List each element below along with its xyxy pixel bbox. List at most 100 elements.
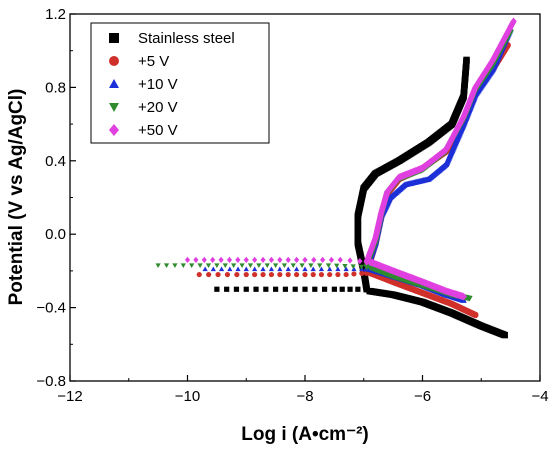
data-point <box>235 256 241 264</box>
data-point <box>318 271 325 278</box>
data-point <box>233 286 240 292</box>
data-point <box>210 256 216 264</box>
data-point <box>205 263 212 268</box>
data-point <box>273 286 279 292</box>
data-point <box>311 256 317 264</box>
data-point <box>222 263 228 268</box>
data-point <box>312 286 318 292</box>
data-point <box>227 266 233 272</box>
y-tick-label: −0.8 <box>36 373 66 390</box>
legend-marker <box>109 103 119 112</box>
data-point <box>273 263 279 268</box>
data-point <box>308 263 314 268</box>
legend-marker <box>109 124 119 136</box>
y-axis-ticks: −0.8 −0.4 0.0 0.4 0.8 1.2 <box>36 6 76 390</box>
data-point <box>285 256 291 264</box>
data-point <box>184 256 191 264</box>
data-point <box>325 263 332 268</box>
data-point <box>320 256 326 264</box>
data-point <box>243 271 249 278</box>
data-point <box>335 271 341 278</box>
data-point <box>210 266 216 272</box>
data-point <box>292 286 298 292</box>
y-tick-label: 0.0 <box>45 226 66 243</box>
legend-marker <box>109 33 119 43</box>
data-point <box>180 263 186 268</box>
data-point <box>234 271 240 278</box>
legend: Stainless steel +5 V +10 V +20 V +50 V <box>90 22 270 144</box>
legend-items: Stainless steel +5 V +10 V +20 V +50 V <box>109 30 235 139</box>
x-tick-label: −6 <box>414 388 431 405</box>
x-axis-ticks: −12 −10 −8 −6 −4 <box>57 375 549 405</box>
data-point <box>357 257 363 265</box>
data-point <box>294 256 300 264</box>
data-point <box>218 256 224 264</box>
data-point <box>218 266 225 272</box>
data-point <box>201 256 207 264</box>
data-point <box>351 271 357 277</box>
data-point <box>163 263 170 268</box>
data-point <box>347 286 353 292</box>
data-point <box>226 256 233 264</box>
data-point <box>277 256 283 264</box>
data-point <box>243 266 249 272</box>
x-tick-label: −8 <box>296 388 313 405</box>
data-point <box>310 271 316 278</box>
y-tick-label: 0.8 <box>45 79 66 96</box>
data-point <box>351 266 357 272</box>
data-point <box>339 286 345 292</box>
data-point <box>264 263 270 268</box>
data-point <box>202 266 208 272</box>
series--50-v <box>184 17 517 301</box>
data-point <box>310 266 316 272</box>
legend-label: +20 V <box>138 99 178 116</box>
legend-label: +50 V <box>138 122 178 139</box>
x-axis-title: Log i (A•cm⁻²) <box>241 424 369 445</box>
data-point <box>302 271 308 278</box>
data-point <box>331 286 337 292</box>
legend-marker <box>109 79 119 88</box>
data-point <box>260 266 266 272</box>
data-point <box>347 257 353 264</box>
data-point <box>206 271 212 278</box>
data-point <box>214 263 220 268</box>
data-point <box>299 263 305 268</box>
legend-label: +10 V <box>138 76 178 93</box>
data-point <box>252 256 258 264</box>
legend-label: Stainless steel <box>138 30 235 47</box>
data-point <box>252 271 258 278</box>
data-point <box>256 263 262 268</box>
data-point <box>155 263 161 268</box>
data-point <box>243 256 249 264</box>
data-point <box>460 292 467 301</box>
data-point <box>172 263 178 268</box>
y-tick-label: 1.2 <box>45 6 66 23</box>
data-point <box>252 266 258 272</box>
data-point <box>214 286 220 292</box>
data-point <box>337 256 343 264</box>
data-point <box>355 286 361 292</box>
data-point <box>247 263 254 268</box>
data-point <box>231 263 237 268</box>
y-tick-label: −0.4 <box>36 300 66 317</box>
data-point <box>302 266 308 272</box>
data-point <box>260 271 266 278</box>
data-point <box>285 271 291 278</box>
data-point <box>224 271 231 278</box>
data-point <box>359 266 365 272</box>
data-point <box>277 266 283 272</box>
data-point <box>189 263 195 268</box>
data-point <box>302 286 308 292</box>
x-tick-label: −10 <box>175 388 200 405</box>
data-point <box>235 266 241 272</box>
x-tick-label: −12 <box>57 388 82 405</box>
data-point <box>302 256 308 264</box>
data-point <box>239 263 245 268</box>
y-tick-label: 0.4 <box>45 153 66 170</box>
data-point <box>215 271 221 278</box>
series-stainless-steel <box>214 56 508 339</box>
data-point <box>510 17 517 26</box>
data-point <box>268 256 275 264</box>
data-point <box>268 266 275 272</box>
